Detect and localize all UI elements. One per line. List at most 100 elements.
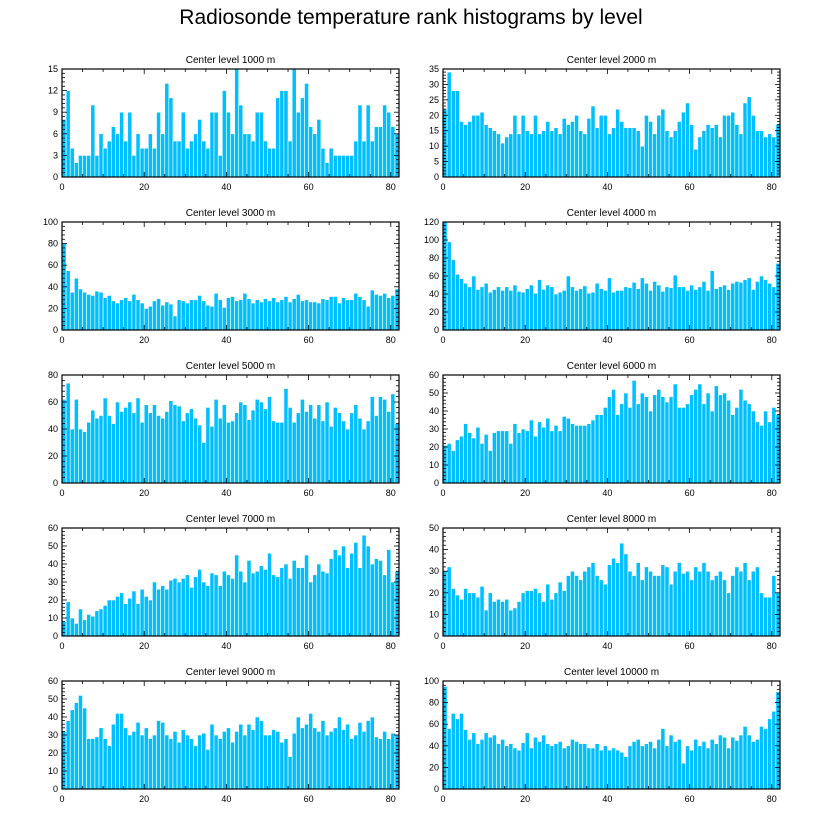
histogram-bar bbox=[512, 423, 518, 484]
histogram-bar bbox=[197, 295, 203, 331]
histogram-bar bbox=[115, 596, 120, 637]
y-tick-label: 0 bbox=[434, 631, 439, 641]
histogram-bar bbox=[324, 401, 330, 484]
histogram-bar bbox=[594, 575, 600, 637]
histogram-bar bbox=[681, 111, 686, 178]
histogram-bar bbox=[254, 398, 260, 484]
histogram-bar bbox=[308, 713, 313, 790]
histogram-bar bbox=[115, 302, 120, 331]
histogram-bar bbox=[450, 713, 456, 790]
histogram-bar bbox=[111, 300, 116, 331]
histogram-bar bbox=[639, 392, 645, 484]
histogram-bar bbox=[496, 133, 501, 178]
histogram-bar bbox=[644, 743, 649, 790]
histogram-bar bbox=[455, 718, 460, 790]
histogram-bar bbox=[345, 299, 350, 331]
histogram-bar bbox=[742, 726, 748, 790]
histogram-bar bbox=[557, 291, 563, 331]
histogram-bar bbox=[483, 124, 489, 178]
y-tick-label: 0 bbox=[434, 784, 439, 794]
histogram-bar bbox=[450, 588, 456, 637]
histogram-bar bbox=[512, 607, 518, 637]
histogram-bar bbox=[332, 407, 338, 484]
histogram-bar bbox=[291, 421, 297, 484]
histogram-bar bbox=[332, 155, 338, 178]
x-tick-label: 80 bbox=[386, 182, 396, 192]
histogram-bar bbox=[767, 421, 773, 484]
y-tick-label: 20 bbox=[429, 110, 439, 120]
histogram-bar bbox=[94, 290, 100, 331]
histogram-bar bbox=[668, 136, 674, 178]
histogram-bar bbox=[623, 392, 629, 484]
histogram-bar bbox=[119, 713, 124, 790]
histogram-bar bbox=[607, 133, 612, 178]
chart-panel: Center level 7000 m 0 20 40 60 80 0 10 20 30 40 50 6… bbox=[48, 514, 400, 651]
histogram-bar bbox=[471, 114, 477, 178]
histogram-bar bbox=[115, 713, 120, 790]
histogram-bar bbox=[176, 405, 182, 484]
histogram-bar bbox=[623, 127, 629, 178]
x-tick-label: 80 bbox=[386, 641, 396, 651]
histogram-bar bbox=[242, 581, 248, 637]
histogram-bar bbox=[242, 133, 248, 178]
histogram-bar bbox=[234, 412, 240, 484]
histogram-bar bbox=[148, 412, 153, 484]
histogram-bar bbox=[512, 284, 518, 331]
histogram-bar bbox=[726, 289, 731, 331]
histogram-bar bbox=[771, 286, 777, 331]
histogram-bar bbox=[213, 398, 219, 484]
histogram-bar bbox=[143, 596, 149, 637]
y-tick-label: 0 bbox=[53, 478, 58, 488]
histogram-bar bbox=[557, 133, 563, 178]
histogram-bar bbox=[374, 558, 379, 637]
histogram-bar bbox=[378, 295, 383, 331]
histogram-bar bbox=[382, 398, 387, 484]
histogram-bar bbox=[226, 574, 231, 637]
histogram-bar bbox=[528, 747, 534, 790]
x-tick-label: 20 bbox=[520, 488, 530, 498]
histogram-bar bbox=[656, 575, 662, 637]
histogram-bar bbox=[131, 412, 137, 484]
histogram-bar bbox=[209, 111, 215, 178]
histogram-bar bbox=[378, 738, 383, 790]
histogram-bar bbox=[106, 599, 112, 637]
histogram-bar bbox=[463, 282, 468, 331]
histogram-bar bbox=[533, 588, 538, 637]
histogram-bar bbox=[455, 594, 460, 637]
histogram-bar bbox=[217, 585, 223, 637]
panel-title: Center level 4000 m bbox=[567, 208, 657, 219]
histogram-bar bbox=[639, 145, 645, 178]
x-tick-label: 40 bbox=[221, 794, 231, 804]
histogram-bar bbox=[570, 739, 575, 790]
histogram-bar bbox=[94, 417, 100, 484]
histogram-bar bbox=[549, 598, 555, 637]
histogram-bar bbox=[267, 734, 272, 790]
histogram-bar bbox=[746, 734, 752, 790]
histogram-bar bbox=[353, 404, 359, 484]
histogram-bar bbox=[357, 417, 363, 484]
histogram-bar bbox=[750, 114, 756, 178]
plot-frame bbox=[61, 68, 400, 178]
y-tick-label: 80 bbox=[429, 698, 439, 708]
histogram-bar bbox=[382, 574, 387, 637]
histogram-bar bbox=[102, 147, 108, 178]
histogram-bar bbox=[483, 609, 489, 637]
histogram-bar bbox=[213, 111, 219, 178]
histogram-bar bbox=[598, 114, 604, 178]
histogram-bar bbox=[549, 130, 555, 178]
histogram-bar bbox=[267, 552, 272, 637]
histogram-bar bbox=[549, 430, 555, 484]
histogram-bar bbox=[308, 126, 313, 178]
histogram-bar bbox=[250, 729, 256, 790]
histogram-bar bbox=[390, 732, 396, 790]
histogram-bar bbox=[160, 585, 166, 637]
histogram-bar bbox=[263, 569, 268, 637]
x-tick-label: 40 bbox=[602, 641, 612, 651]
histogram-bar bbox=[553, 127, 559, 178]
histogram-bar bbox=[238, 104, 244, 178]
histogram-bar bbox=[701, 741, 707, 790]
histogram-bar bbox=[533, 435, 538, 484]
histogram-bar bbox=[312, 727, 318, 790]
histogram-bar bbox=[639, 579, 645, 637]
histogram-bar bbox=[619, 121, 625, 178]
